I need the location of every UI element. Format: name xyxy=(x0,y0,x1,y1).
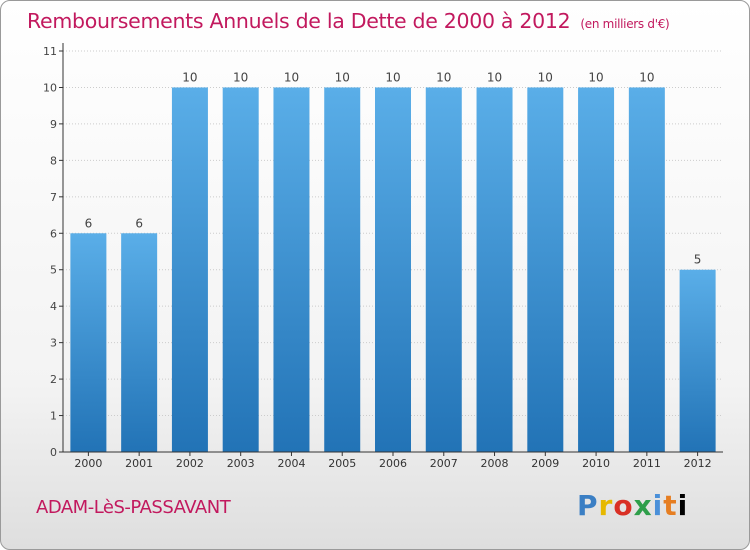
bar xyxy=(679,269,716,452)
bar xyxy=(273,87,310,453)
x-tick-label: 2000 xyxy=(74,457,102,470)
bar xyxy=(324,87,361,453)
x-tick-label: 2005 xyxy=(328,457,356,470)
y-tick-label: 2 xyxy=(50,373,57,386)
bar xyxy=(527,87,564,453)
y-tick-label: 1 xyxy=(50,410,57,423)
y-tick-label: 3 xyxy=(50,337,57,350)
y-tick-label: 11 xyxy=(43,45,57,58)
x-tick-label: 2011 xyxy=(633,457,661,470)
y-tick-label: 5 xyxy=(50,264,57,277)
logo-letter: P xyxy=(577,489,599,522)
x-tick-label: 2010 xyxy=(582,457,610,470)
data-label: 10 xyxy=(588,70,603,84)
logo-letter: i xyxy=(652,489,664,522)
x-tick-label: 2012 xyxy=(684,457,712,470)
y-tick-label: 8 xyxy=(50,154,57,167)
town-name: ADAM-LèS-PASSAVANT xyxy=(36,497,231,518)
x-tick-label: 2003 xyxy=(227,457,255,470)
data-label: 10 xyxy=(335,70,350,84)
bar xyxy=(476,87,513,453)
proxiti-logo: Proxiti xyxy=(577,489,688,522)
data-label: 10 xyxy=(284,70,299,84)
bars xyxy=(70,87,716,453)
chart-unit: (en milliers d'€) xyxy=(580,17,670,31)
x-tick-label: 2004 xyxy=(277,457,305,470)
labels: 0 1 2 3 4 5 6 7 8 9 10 11 6 2000 6 2001 10 2002 10 2003 10 20… xyxy=(43,45,712,470)
y-tick-label: 6 xyxy=(50,227,57,240)
axes xyxy=(59,43,723,456)
y-tick-label: 0 xyxy=(50,446,57,459)
bar xyxy=(171,87,208,453)
x-tick-label: 2006 xyxy=(379,457,407,470)
data-label: 10 xyxy=(487,70,502,84)
data-label: 10 xyxy=(639,70,654,84)
data-label: 10 xyxy=(233,70,248,84)
y-tick-label: 10 xyxy=(43,81,57,94)
x-tick-label: 2008 xyxy=(481,457,509,470)
bar xyxy=(70,233,107,452)
bar xyxy=(578,87,615,453)
y-tick-label: 7 xyxy=(50,191,57,204)
data-label: 10 xyxy=(385,70,400,84)
x-tick-label: 2009 xyxy=(531,457,559,470)
x-tick-label: 2002 xyxy=(176,457,204,470)
chart-title: Remboursements Annuels de la Dette de 20… xyxy=(27,9,670,33)
x-tick-label: 2007 xyxy=(430,457,458,470)
data-label: 5 xyxy=(694,253,702,267)
bar xyxy=(121,233,158,452)
logo-letter: x xyxy=(633,489,653,522)
x-tick-label: 2001 xyxy=(125,457,153,470)
data-label: 10 xyxy=(436,70,451,84)
logo-letter: i xyxy=(677,489,689,522)
bar xyxy=(375,87,411,453)
bar xyxy=(222,87,259,453)
chart-title-text: Remboursements Annuels de la Dette de 20… xyxy=(27,9,571,33)
logo-letter: o xyxy=(613,489,634,522)
y-tick-label: 9 xyxy=(50,118,57,131)
bar xyxy=(425,87,462,453)
bar xyxy=(628,87,665,453)
data-label: 6 xyxy=(135,216,143,230)
logo-letter: r xyxy=(598,489,614,522)
y-tick-label: 4 xyxy=(50,300,57,313)
data-label: 6 xyxy=(85,216,93,230)
logo-letter: t xyxy=(663,489,678,522)
data-label: 10 xyxy=(182,70,197,84)
data-label: 10 xyxy=(538,70,553,84)
